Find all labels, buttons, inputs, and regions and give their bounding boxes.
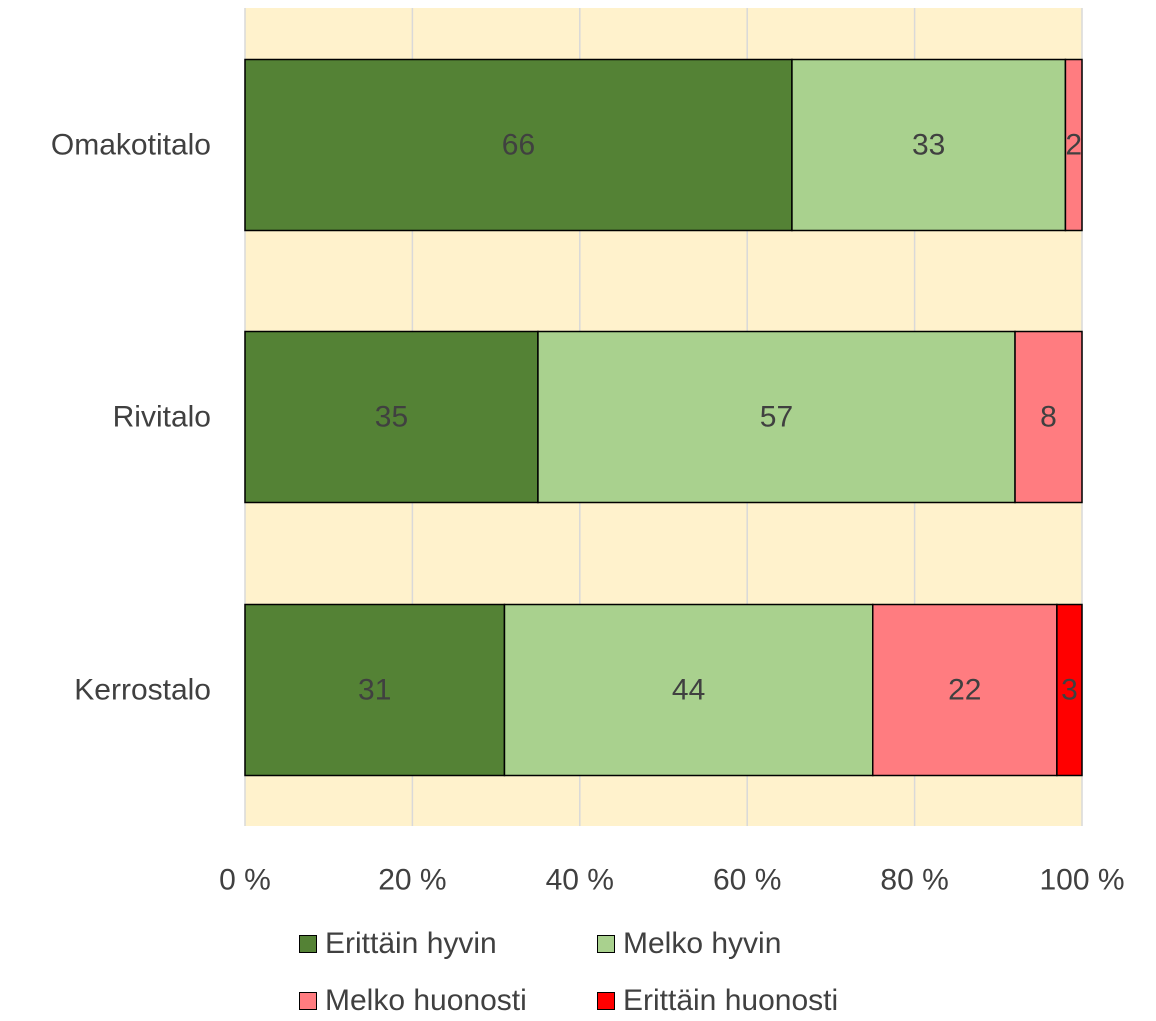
bar-segment bbox=[244, 330, 539, 504]
bar-segment bbox=[244, 603, 506, 777]
x-tick-label: 0 % bbox=[219, 864, 271, 897]
data-label: 57 bbox=[760, 401, 793, 434]
data-label: 8 bbox=[1040, 401, 1057, 434]
data-label: 35 bbox=[375, 401, 408, 434]
data-labels: 66 33 2 35 57 8 31 44 22 3 bbox=[358, 129, 1082, 707]
bars bbox=[244, 58, 1083, 777]
bar-segment bbox=[1064, 58, 1083, 232]
x-tick-label: 80 % bbox=[880, 864, 948, 897]
data-label: 44 bbox=[672, 674, 705, 707]
bar-segment bbox=[1056, 603, 1083, 777]
x-tick-label: 60 % bbox=[713, 864, 781, 897]
bar-segment bbox=[503, 603, 874, 777]
category-label: Rivitalo bbox=[113, 401, 211, 434]
bar-segment bbox=[872, 603, 1058, 777]
data-label: 33 bbox=[912, 129, 945, 162]
category-labels: Omakotitalo Rivitalo Kerrostalo bbox=[51, 129, 211, 707]
x-tick-labels: 0 % 20 % 40 % 60 % 80 % 100 % bbox=[219, 864, 1124, 897]
data-label: 31 bbox=[358, 674, 391, 707]
x-tick-label: 40 % bbox=[546, 864, 614, 897]
category-label: Kerrostalo bbox=[74, 674, 211, 707]
data-label: 3 bbox=[1061, 674, 1078, 707]
bar-segment bbox=[791, 58, 1067, 232]
category-label: Omakotitalo bbox=[51, 129, 211, 162]
x-tick-label: 100 % bbox=[1039, 864, 1124, 897]
bar-segment bbox=[1014, 330, 1083, 504]
data-label: 66 bbox=[502, 129, 535, 162]
bar-segment bbox=[537, 330, 1016, 504]
data-label: 22 bbox=[948, 674, 981, 707]
data-label: 2 bbox=[1065, 129, 1082, 162]
x-tick-label: 20 % bbox=[378, 864, 446, 897]
